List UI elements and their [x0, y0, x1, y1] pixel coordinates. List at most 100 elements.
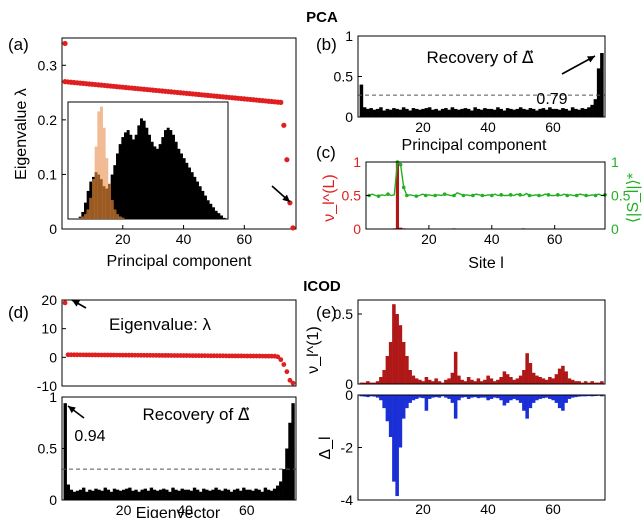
weight-bar	[538, 377, 542, 384]
delta-bar	[509, 395, 513, 401]
weight-bar	[548, 377, 552, 384]
recovery-bar	[146, 490, 151, 500]
recovery-bar	[282, 469, 286, 500]
x-axis-label: Principal component	[402, 137, 548, 154]
recovery-bar	[131, 490, 135, 500]
weight-bar	[431, 381, 435, 384]
spin-line	[368, 160, 606, 197]
recovery-bar	[189, 490, 194, 500]
recovery-bar	[450, 107, 455, 117]
weight-bar	[535, 375, 539, 384]
recovery-bar	[408, 110, 412, 117]
recovery-bar	[143, 488, 147, 500]
recovery-bar	[94, 488, 98, 500]
weight-bar	[372, 382, 377, 384]
y-tick-label: 1	[353, 154, 361, 170]
weight-bar	[577, 381, 581, 384]
x-tick-label: 20	[421, 231, 437, 247]
recovery-bar	[372, 109, 377, 117]
weight-bar	[369, 382, 373, 384]
delta-bar	[522, 395, 526, 411]
x-tick-label: 40	[480, 119, 496, 135]
recovery-bar	[421, 108, 425, 117]
y-tick-label: 0	[611, 221, 619, 237]
recovery-bar	[418, 109, 422, 117]
y-tick-label: 0	[345, 109, 353, 125]
spin-point	[398, 162, 403, 167]
delta-bar	[499, 395, 503, 401]
inset-bar-overlap	[113, 209, 117, 219]
spin-point	[405, 193, 409, 198]
weight-bar	[561, 365, 565, 384]
weight-bar	[492, 381, 497, 384]
x-tick-label: 60	[239, 502, 255, 518]
recovery-bar	[587, 107, 591, 117]
recovery-bar	[254, 488, 258, 500]
inset-bar-black	[124, 132, 127, 219]
weight-bar	[564, 371, 568, 384]
recovery-bar	[232, 489, 237, 500]
weight-bar	[567, 378, 572, 384]
panel-b: 20 40 60 0 0.5 1 Principal component Recovery o…	[334, 28, 606, 154]
weight-bar	[385, 356, 390, 384]
recovery-bar	[499, 108, 503, 117]
recovery-bar	[531, 108, 536, 117]
spin-point	[518, 193, 522, 197]
recovery-bar	[272, 488, 277, 500]
eigenvalue-point	[275, 354, 281, 360]
inset-bar-black	[196, 181, 199, 219]
recovery-bar	[291, 403, 295, 500]
inset-bar-overlap	[84, 214, 87, 219]
delta-bar	[447, 395, 451, 399]
recovery-bar	[382, 110, 386, 117]
delta-bar	[457, 395, 461, 401]
spin-point	[414, 194, 419, 198]
recovery-bar	[457, 109, 461, 117]
inset-bar-overlap	[78, 217, 82, 219]
weight-bar	[479, 381, 484, 384]
inset-bar-black	[132, 139, 135, 219]
inset-bar-black	[172, 134, 175, 219]
eigenvalue-point	[290, 225, 296, 231]
spin-point	[499, 193, 504, 197]
delta-bar	[440, 395, 445, 397]
weight-bar	[457, 375, 461, 384]
site-bar	[395, 162, 400, 229]
inset-bar-overlap	[81, 216, 85, 219]
weight-bar	[470, 379, 474, 384]
y-tick-label: 1	[49, 389, 57, 405]
eigenvalue-point	[278, 99, 284, 105]
eigenvalue-point	[278, 357, 284, 363]
delta-bar	[600, 395, 604, 397]
weight-bar	[525, 353, 529, 384]
recovery-bar	[275, 485, 280, 500]
x-tick-label: 20	[415, 119, 431, 135]
inset-bar-black	[201, 190, 205, 219]
eigenvalue-point	[290, 380, 296, 386]
recovery-bar	[535, 110, 539, 117]
delta-bar	[379, 395, 383, 401]
inset-bar-black	[140, 118, 143, 219]
recovery-bar	[554, 108, 559, 117]
y-axis-label: ν_l^(1)	[305, 326, 322, 374]
weight-bar	[392, 304, 396, 384]
spin-point	[442, 192, 447, 196]
panel-e-top: 0 0.5 ν_l^(1)	[305, 299, 606, 392]
recovery-bar	[285, 448, 289, 500]
weight-bar	[463, 381, 468, 384]
delta-bar	[535, 395, 539, 401]
weight-bar	[483, 379, 487, 384]
inset-bar-black	[193, 176, 197, 219]
recovery-bar	[168, 491, 172, 500]
recovery-bar	[405, 108, 409, 117]
recovery-bar	[574, 108, 578, 117]
eigenvalue-point	[281, 362, 287, 367]
weight-bar	[489, 378, 494, 384]
x-tick-label: 60	[237, 231, 253, 247]
delta-bar	[450, 395, 455, 403]
weight-bar	[473, 381, 477, 384]
recovery-bar	[226, 489, 231, 500]
inset-bar-black	[169, 130, 173, 219]
y-tick-label: 0	[345, 376, 353, 392]
weight-bar	[596, 382, 601, 384]
